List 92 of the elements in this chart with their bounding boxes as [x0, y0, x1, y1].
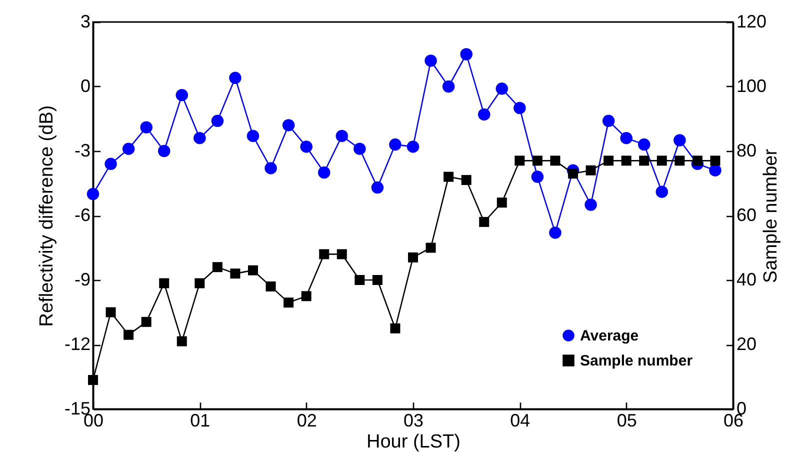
point — [549, 226, 562, 239]
point — [371, 181, 384, 194]
point — [140, 121, 152, 134]
point — [586, 165, 596, 176]
point — [584, 198, 597, 211]
point — [406, 140, 420, 153]
point — [264, 162, 277, 174]
point — [442, 80, 455, 93]
point — [282, 119, 295, 132]
point — [461, 175, 472, 186]
point — [709, 164, 722, 176]
point — [639, 156, 650, 166]
x-tick-label: 02 — [296, 410, 317, 430]
point — [266, 281, 276, 292]
point — [372, 275, 382, 285]
point — [354, 142, 366, 155]
point — [674, 134, 686, 146]
point — [444, 172, 454, 182]
legend-label: Average — [580, 328, 639, 344]
point — [248, 265, 258, 276]
point — [710, 156, 720, 166]
point — [674, 156, 685, 166]
y2-tick-label: 60 — [736, 205, 757, 225]
point — [389, 138, 402, 151]
point — [318, 166, 330, 179]
point — [479, 216, 490, 227]
point — [424, 54, 437, 67]
x-tick-label: 04 — [510, 410, 530, 430]
y2-axis-title: Sample number — [760, 148, 782, 284]
point — [141, 316, 152, 327]
point — [354, 275, 365, 285]
point — [656, 156, 667, 166]
y-axis-title: Reflectivity difference (dB) — [36, 105, 58, 327]
point — [230, 268, 240, 279]
y-tick-label: -12 — [64, 334, 90, 354]
point — [122, 142, 135, 155]
point — [514, 102, 526, 114]
y2-tick-label: 40 — [736, 270, 757, 290]
x-tick-label: 05 — [616, 410, 637, 430]
point — [124, 330, 134, 340]
point — [159, 278, 170, 288]
point — [212, 262, 222, 272]
legend-label: Sample number — [580, 352, 693, 370]
point — [638, 138, 650, 151]
point — [621, 156, 632, 166]
point — [550, 156, 560, 166]
point — [300, 140, 312, 153]
point — [656, 186, 668, 198]
point — [194, 132, 206, 144]
point — [692, 156, 702, 166]
x-tick-label: 03 — [403, 410, 424, 430]
x-tick-label: 01 — [190, 410, 210, 430]
point — [319, 249, 330, 260]
y-tick-label: 0 — [80, 76, 90, 96]
point — [246, 130, 260, 142]
point — [104, 158, 117, 170]
point — [390, 323, 400, 334]
y-tick-label: -3 — [74, 140, 90, 160]
point — [514, 156, 525, 166]
point — [86, 188, 100, 200]
point — [478, 108, 490, 121]
point — [496, 198, 507, 208]
y2-tick-label: 100 — [736, 76, 767, 96]
point — [229, 72, 242, 84]
point — [496, 82, 508, 95]
point — [301, 291, 312, 302]
point — [532, 156, 542, 166]
point — [531, 170, 544, 183]
point — [284, 298, 294, 308]
point — [106, 307, 116, 318]
point — [158, 144, 170, 158]
point — [408, 252, 418, 262]
y2-tick-label: 80 — [736, 140, 757, 160]
point — [568, 168, 578, 179]
point — [620, 132, 632, 144]
point — [176, 88, 188, 102]
point — [336, 130, 348, 142]
point — [336, 249, 347, 260]
x-axis-title: Hour (LST) — [366, 432, 460, 452]
y-tick-label: -6 — [74, 205, 90, 225]
point — [88, 374, 98, 385]
point — [426, 242, 436, 253]
point — [211, 114, 224, 128]
point — [460, 48, 472, 60]
point — [194, 278, 205, 288]
y-tick-label: -9 — [74, 270, 90, 290]
y2-tick-label: 20 — [736, 334, 757, 354]
point — [176, 336, 187, 346]
y-tick-label: 3 — [80, 12, 90, 32]
point — [604, 156, 614, 166]
y2-tick-label: 120 — [736, 12, 767, 32]
point — [602, 114, 615, 128]
